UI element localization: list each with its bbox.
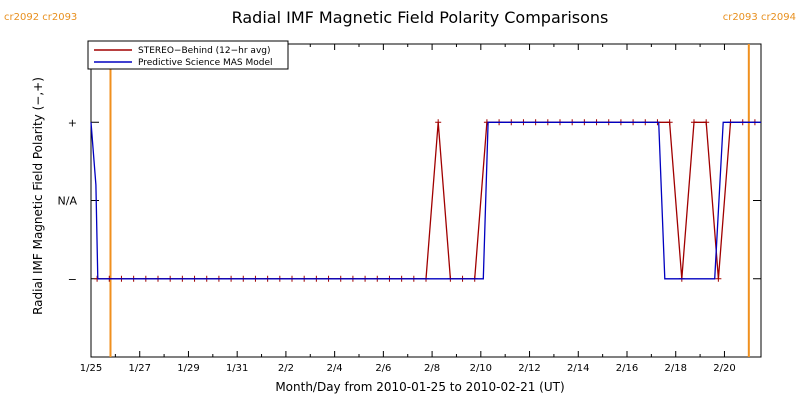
x-tick-label: 2/20 — [713, 363, 735, 374]
series-line-0 — [97, 122, 755, 278]
x-tick-label: 2/10 — [470, 363, 492, 374]
y-tick-label: + — [68, 116, 77, 129]
x-tick-label: 2/18 — [664, 363, 686, 374]
stereo-data-point — [435, 119, 441, 125]
x-axis-ticks: 1/25 1/27 1/29 1/31 2/2 2/4 2/6 2/8 2/10 2/12 2/14… — [80, 44, 749, 374]
stereo-data-point — [691, 119, 697, 125]
stereo-data-point — [703, 119, 709, 125]
x-tick-label: 2/16 — [616, 363, 638, 374]
x-tick-label: 2/6 — [375, 363, 391, 374]
x-tick-label: 2/4 — [327, 363, 343, 374]
legend-label-stereo: STEREO−Behind (12−hr avg) — [138, 46, 271, 56]
x-tick-label: 1/29 — [177, 363, 199, 374]
polarity-chart: Radial IMF Magnetic Field Polarity Compa… — [0, 0, 800, 400]
legend-label-model: Predictive Science MAS Model — [138, 58, 273, 68]
y-axis-label: Radial IMF Magnetic Field Polarity (−,+) — [31, 77, 45, 315]
carrington-label: cr2093 cr2094 — [723, 12, 796, 23]
series-layer — [91, 119, 761, 282]
stereo-data-point — [667, 119, 673, 125]
y-tick-label: N/A — [58, 195, 78, 208]
y-tick-label: − — [68, 273, 77, 286]
carrington-label: cr2092 cr2093 — [4, 12, 77, 23]
series-line-1 — [91, 122, 761, 278]
x-tick-label: 2/2 — [278, 363, 294, 374]
x-tick-label: 2/14 — [567, 363, 589, 374]
chart-title: Radial IMF Magnetic Field Polarity Compa… — [232, 8, 609, 27]
plot-frame — [91, 44, 761, 357]
x-axis-label: Month/Day from 2010-01-25 to 2010-02-21 … — [275, 380, 564, 394]
x-tick-label: 1/27 — [128, 363, 150, 374]
x-tick-label: 2/12 — [518, 363, 540, 374]
y-axis-ticks: + N/A − — [58, 116, 761, 286]
x-tick-label: 1/31 — [226, 363, 248, 374]
x-tick-label: 1/25 — [80, 363, 102, 374]
stereo-data-point — [715, 276, 721, 282]
x-tick-label: 2/8 — [424, 363, 440, 374]
legend: STEREO−Behind (12−hr avg) Predictive Sci… — [88, 41, 288, 69]
